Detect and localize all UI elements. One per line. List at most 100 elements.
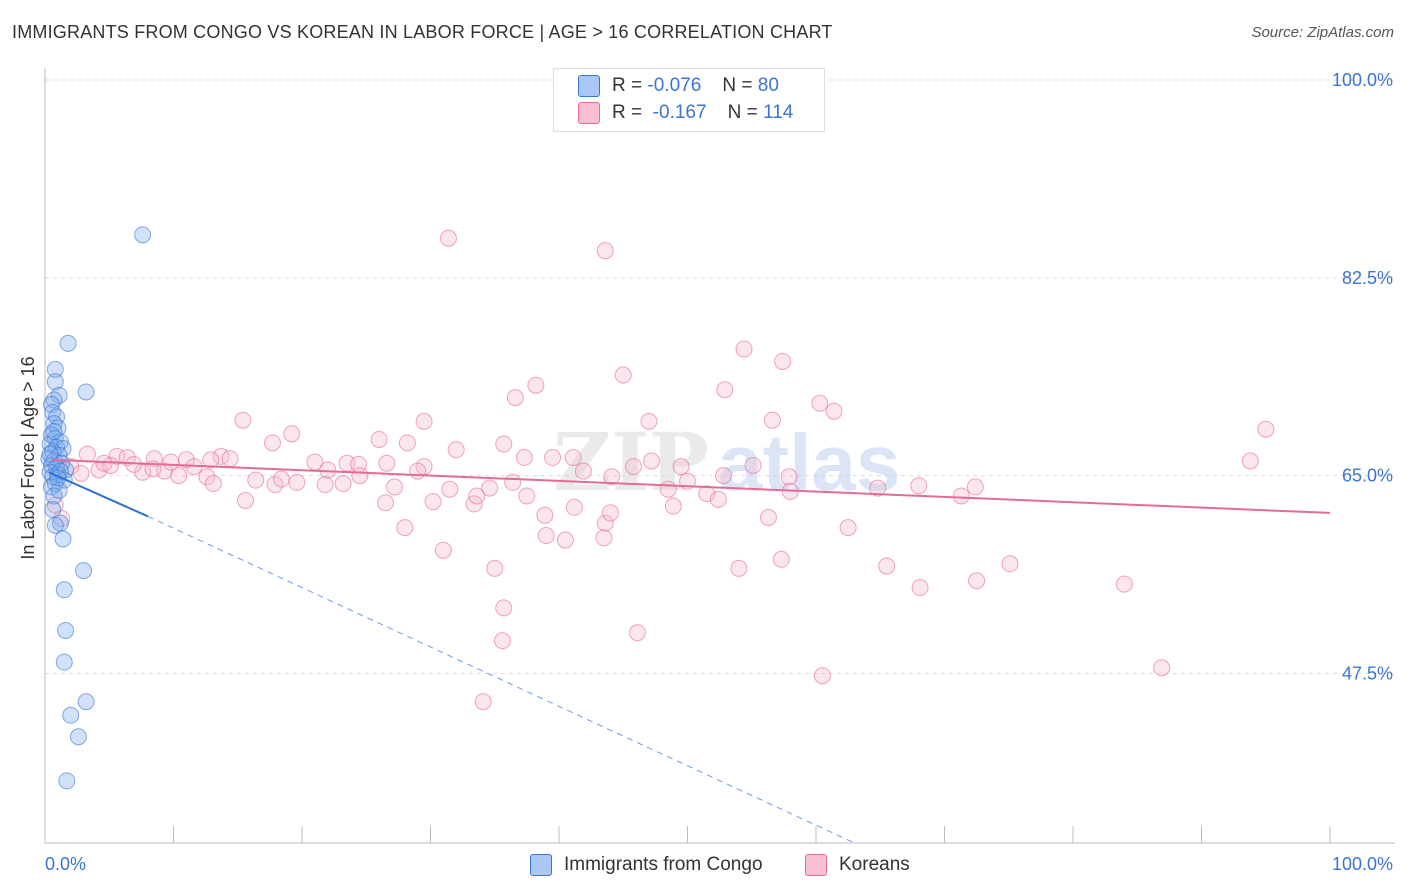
- korean-point: [204, 475, 222, 493]
- bottom-legend-label-congo: Immigrants from Congo: [564, 854, 763, 875]
- korean-point: [536, 506, 554, 524]
- legend-r-value: -0.167: [652, 102, 707, 123]
- korean-point: [198, 468, 216, 486]
- y-axis-label: In Labor Force | Age > 16: [18, 356, 38, 559]
- congo-point: [75, 562, 93, 580]
- korean-point: [1115, 575, 1133, 593]
- congo-point: [134, 226, 152, 244]
- legend-r-value: -0.076: [647, 75, 702, 96]
- korean-point: [730, 559, 748, 577]
- y-tick-label: 47.5%: [1342, 663, 1393, 683]
- korean-point: [386, 478, 404, 496]
- korean-point: [735, 340, 753, 358]
- congo-point: [77, 693, 95, 711]
- korean-point: [825, 402, 843, 420]
- korean-point: [504, 473, 522, 491]
- congo-point: [41, 445, 59, 463]
- korean-point: [709, 490, 727, 508]
- korean-point: [439, 229, 457, 247]
- congo-point: [46, 373, 64, 391]
- watermark-zip: ZIP: [553, 415, 709, 509]
- congo-trend-line: [48, 471, 149, 518]
- y-tick-label: 100.0%: [1332, 70, 1393, 90]
- korean-point: [564, 449, 582, 467]
- korean-point: [221, 450, 239, 468]
- korean-point: [911, 579, 929, 597]
- x-tick-label: 0.0%: [45, 854, 86, 874]
- korean-point: [424, 493, 442, 511]
- bottom-legend-koreans: Koreans: [805, 852, 910, 878]
- korean-point: [714, 467, 732, 485]
- korean-point: [716, 381, 734, 399]
- korean-point: [247, 471, 265, 489]
- korean-point: [774, 352, 792, 370]
- korean-point: [319, 461, 337, 479]
- korean-point: [288, 473, 306, 491]
- congo-point: [55, 653, 73, 671]
- korean-point: [565, 498, 583, 516]
- korean-point: [596, 514, 614, 532]
- congo-trend-extension: [147, 515, 855, 844]
- y-tick-label: 82.5%: [1342, 268, 1393, 288]
- korean-point: [506, 389, 524, 407]
- congo-point: [57, 621, 75, 639]
- legend-row-koreans: R = -0.167 N = 114: [578, 100, 793, 126]
- legend-swatch-congo: [578, 75, 600, 97]
- korean-trend-line: [51, 458, 1331, 514]
- korean-point: [72, 464, 90, 482]
- korean-point: [434, 541, 452, 559]
- korean-point: [527, 376, 545, 394]
- korean-point: [370, 430, 388, 448]
- korean-point: [493, 632, 511, 650]
- legend-n-label: N =: [727, 102, 758, 123]
- korean-point: [170, 467, 188, 485]
- korean-point: [481, 479, 499, 497]
- congo-point: [46, 360, 64, 378]
- korean-point: [664, 497, 682, 515]
- korean-point: [672, 458, 690, 476]
- korean-point: [1241, 452, 1259, 470]
- korean-point: [515, 449, 533, 467]
- korean-point: [772, 550, 790, 568]
- y-tick-label: 65.0%: [1342, 466, 1393, 486]
- korean-point: [659, 480, 677, 498]
- korean-point: [1257, 420, 1275, 438]
- x-tick-label: 100.0%: [1332, 854, 1393, 874]
- bottom-legend-label-koreans: Koreans: [839, 854, 910, 875]
- bottom-legend-congo: Immigrants from Congo: [530, 852, 763, 878]
- korean-point: [441, 480, 459, 498]
- korean-point: [283, 425, 301, 443]
- korean-point: [744, 456, 762, 474]
- korean-point: [409, 462, 427, 480]
- korean-point: [234, 411, 252, 429]
- korean-point: [544, 449, 562, 467]
- congo-point: [62, 706, 80, 724]
- korean-point: [813, 667, 831, 685]
- legend-n-value: 114: [763, 102, 794, 123]
- korean-point: [334, 475, 352, 493]
- korean-point: [1001, 555, 1019, 573]
- korean-point: [625, 458, 643, 476]
- congo-point: [45, 423, 63, 441]
- korean-point: [447, 441, 465, 459]
- korean-point: [266, 476, 284, 494]
- korean-point: [628, 624, 646, 642]
- korean-point: [272, 470, 290, 488]
- korean-point: [556, 531, 574, 549]
- congo-point: [55, 581, 73, 599]
- korean-point: [910, 477, 928, 495]
- korean-point: [495, 435, 513, 453]
- korean-point: [966, 478, 984, 496]
- korean-point: [398, 434, 416, 452]
- korean-point: [596, 242, 614, 260]
- korean-point: [474, 693, 492, 711]
- korean-point: [537, 527, 555, 545]
- congo-point: [77, 383, 95, 401]
- korean-point: [811, 394, 829, 412]
- korean-point: [396, 519, 414, 537]
- korean-point: [763, 411, 781, 429]
- korean-point: [202, 451, 220, 469]
- korean-point: [839, 519, 857, 537]
- korean-point: [415, 412, 433, 430]
- korean-point: [236, 491, 254, 509]
